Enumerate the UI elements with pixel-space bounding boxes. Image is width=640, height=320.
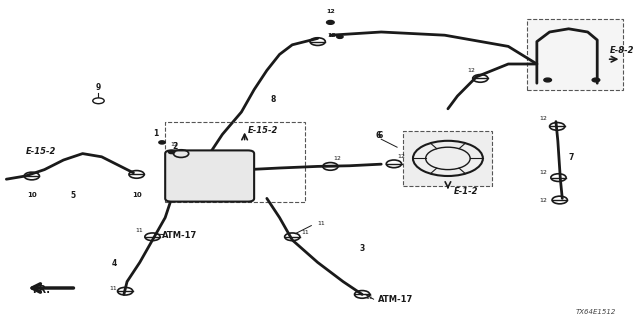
Text: 1: 1 — [153, 129, 158, 138]
Text: 11: 11 — [365, 295, 373, 300]
Text: 11: 11 — [110, 286, 118, 291]
Text: 5: 5 — [70, 191, 76, 200]
Text: 12: 12 — [327, 33, 336, 38]
Circle shape — [168, 150, 175, 154]
Circle shape — [592, 78, 600, 82]
Circle shape — [544, 78, 552, 82]
Text: 12: 12 — [397, 155, 405, 159]
Text: E-15-2: E-15-2 — [248, 126, 278, 135]
Text: E-8-2: E-8-2 — [610, 46, 634, 55]
Text: 12: 12 — [467, 68, 476, 73]
Text: 2: 2 — [172, 142, 177, 151]
FancyBboxPatch shape — [527, 19, 623, 90]
Text: 11: 11 — [135, 228, 143, 233]
Text: FR.: FR. — [32, 285, 51, 295]
Text: 7: 7 — [568, 153, 574, 162]
Text: 11: 11 — [302, 230, 310, 235]
Text: 8: 8 — [271, 95, 276, 104]
Text: 9: 9 — [96, 83, 101, 92]
Text: 4: 4 — [112, 259, 117, 268]
Text: 12: 12 — [540, 198, 548, 203]
Text: 3: 3 — [360, 244, 365, 253]
Text: 6: 6 — [376, 131, 381, 140]
Circle shape — [326, 20, 334, 24]
Text: 12: 12 — [326, 9, 335, 14]
Text: 6: 6 — [378, 131, 383, 140]
Text: 12: 12 — [333, 156, 341, 161]
Circle shape — [337, 35, 343, 38]
Text: 12: 12 — [540, 116, 548, 121]
Circle shape — [93, 98, 104, 104]
Text: ATM-17: ATM-17 — [162, 231, 197, 240]
Circle shape — [159, 141, 165, 144]
Text: ATM-17: ATM-17 — [378, 295, 413, 304]
Text: E-1-2: E-1-2 — [454, 187, 479, 196]
Text: TX64E1512: TX64E1512 — [576, 308, 616, 315]
Text: E-15-2: E-15-2 — [26, 147, 56, 156]
FancyBboxPatch shape — [403, 131, 492, 186]
Text: 11: 11 — [317, 221, 325, 226]
Text: 12: 12 — [171, 141, 179, 147]
Text: 12: 12 — [540, 171, 548, 175]
FancyBboxPatch shape — [165, 150, 254, 202]
Text: 10: 10 — [27, 192, 36, 198]
Text: 10: 10 — [132, 192, 141, 198]
